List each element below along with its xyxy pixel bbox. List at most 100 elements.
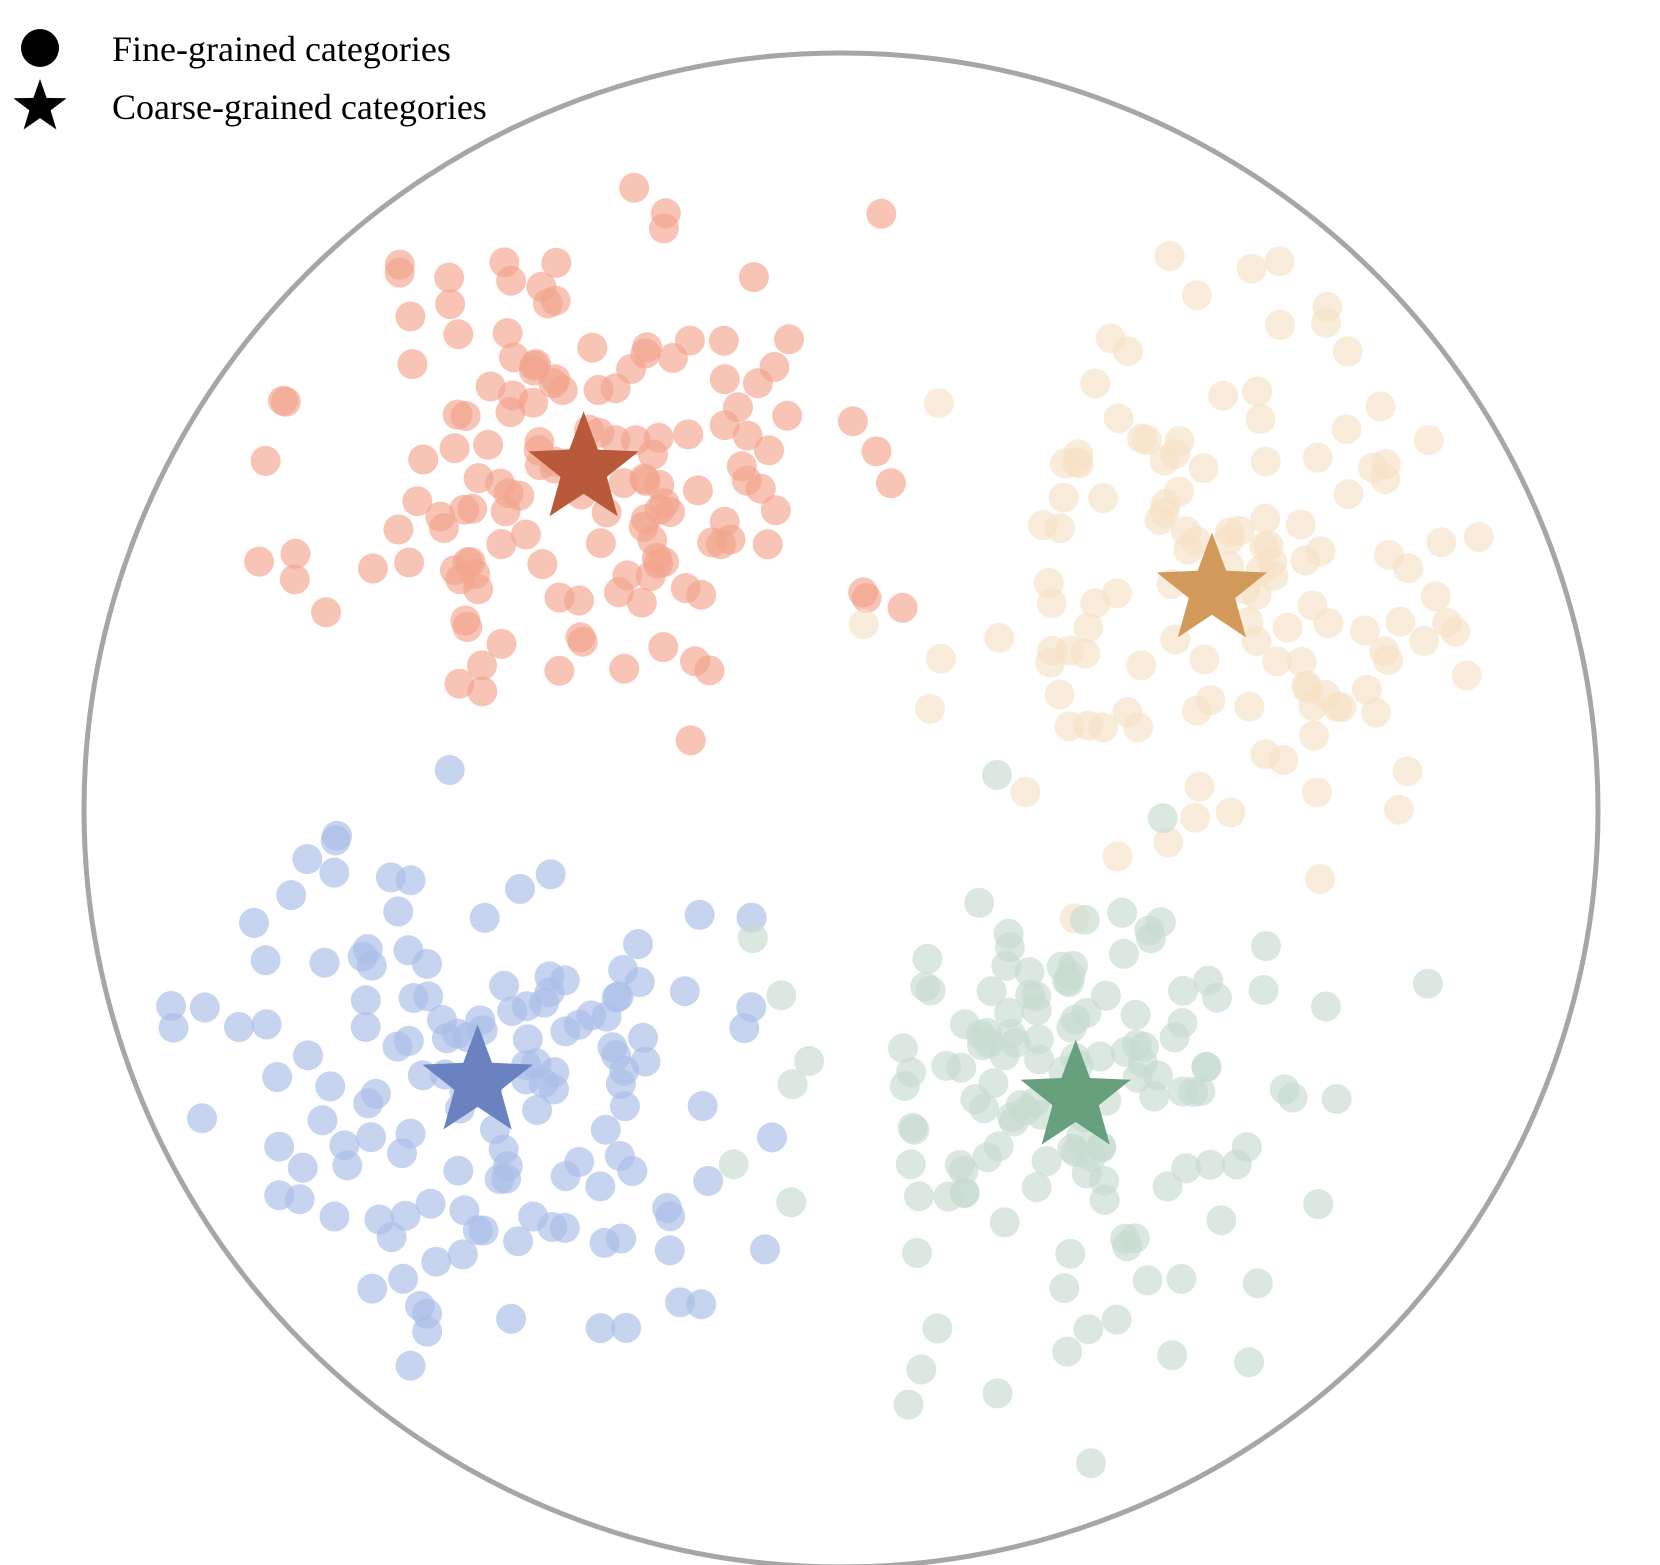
fine-grained-point bbox=[1333, 479, 1364, 510]
fine-grained-point bbox=[244, 546, 275, 577]
fine-grained-point bbox=[1195, 1149, 1226, 1180]
fine-grained-point bbox=[861, 436, 892, 467]
fine-grained-point bbox=[1290, 545, 1321, 576]
fine-grained-point bbox=[383, 514, 414, 545]
fine-grained-point bbox=[428, 513, 459, 543]
fine-grained-point bbox=[356, 1122, 387, 1153]
fine-grained-point bbox=[356, 950, 387, 981]
fine-grained-point bbox=[280, 538, 311, 569]
fine-grained-point bbox=[431, 1023, 462, 1054]
fine-grained-point bbox=[1153, 827, 1184, 858]
fine-grained-point bbox=[982, 760, 1012, 790]
fine-grained-point bbox=[457, 493, 488, 524]
fine-grained-point bbox=[608, 468, 639, 499]
fine-grained-point bbox=[609, 1091, 640, 1122]
fine-grained-point bbox=[600, 373, 631, 404]
fine-grained-point bbox=[1299, 720, 1330, 751]
fine-grained-point bbox=[1349, 615, 1380, 646]
fine-grained-point bbox=[1180, 802, 1211, 833]
fine-grained-point bbox=[628, 1022, 658, 1053]
fine-grained-point bbox=[1184, 771, 1215, 802]
fine-grained-point bbox=[603, 981, 634, 1012]
fine-grained-point bbox=[535, 859, 566, 890]
coarse-grained-star-4 bbox=[1020, 1039, 1131, 1145]
fine-grained-point bbox=[491, 1163, 522, 1194]
fine-grained-point bbox=[443, 1155, 474, 1186]
fine-grained-point bbox=[1139, 1081, 1170, 1112]
fine-grained-point bbox=[866, 198, 897, 229]
fine-grained-point bbox=[564, 1147, 595, 1177]
fine-grained-point bbox=[490, 496, 521, 527]
fine-grained-point bbox=[435, 289, 466, 320]
fine-grained-point bbox=[408, 444, 439, 475]
fine-grained-point bbox=[726, 451, 757, 482]
fine-grained-point bbox=[322, 820, 352, 851]
fine-grained-point bbox=[1440, 616, 1471, 647]
fine-grained-point bbox=[250, 445, 281, 476]
fine-grained-point bbox=[1265, 309, 1296, 340]
fine-grained-point bbox=[1420, 581, 1451, 612]
fine-grained-point bbox=[1126, 650, 1157, 681]
fine-grained-point bbox=[496, 265, 527, 296]
fine-grained-point bbox=[388, 1263, 419, 1294]
fine-grained-point bbox=[1147, 803, 1178, 834]
fine-grained-point bbox=[693, 1166, 724, 1196]
fine-grained-point bbox=[1107, 897, 1138, 928]
fine-grained-point bbox=[1171, 1153, 1202, 1184]
fine-grained-point bbox=[1157, 1340, 1188, 1371]
fine-grained-point bbox=[1120, 999, 1151, 1030]
fine-grained-point bbox=[994, 997, 1025, 1028]
fine-grained-point bbox=[1236, 253, 1267, 284]
fine-grained-point bbox=[1173, 534, 1204, 565]
fine-grained-point bbox=[875, 468, 906, 499]
fine-grained-point bbox=[1181, 695, 1212, 726]
fine-grained-point bbox=[777, 1069, 808, 1100]
fine-grained-point bbox=[623, 929, 653, 960]
fine-grained-point bbox=[887, 592, 918, 623]
fine-grained-point bbox=[1373, 645, 1404, 675]
fine-grained-point bbox=[510, 519, 541, 550]
fine-grained-point bbox=[912, 943, 943, 974]
fine-grained-point bbox=[1188, 453, 1219, 484]
fine-grained-point bbox=[468, 1215, 499, 1246]
fine-grained-point bbox=[1214, 517, 1245, 548]
fine-grained-point bbox=[496, 1303, 527, 1334]
fine-grained-point bbox=[1242, 376, 1273, 407]
fine-grained-point bbox=[1250, 446, 1281, 477]
legend: Fine-grained categories Coarse-grained c… bbox=[13, 29, 487, 130]
fine-grained-point bbox=[895, 1149, 926, 1180]
fine-grained-point bbox=[250, 945, 281, 976]
fine-grained-point bbox=[709, 364, 740, 395]
fine-grained-point bbox=[1302, 777, 1332, 808]
fine-grained-point bbox=[1049, 1273, 1080, 1304]
fine-grained-point bbox=[1321, 1084, 1352, 1114]
legend-label-fine: Fine-grained categories bbox=[112, 29, 451, 69]
fine-grained-point bbox=[1101, 1304, 1132, 1335]
fine-grained-point bbox=[684, 899, 715, 930]
fine-grained-point bbox=[675, 725, 706, 756]
legend-label-coarse: Coarse-grained categories bbox=[112, 87, 487, 127]
fine-grained-point bbox=[752, 529, 783, 560]
fine-grained-point bbox=[383, 896, 414, 927]
fine-grained-point bbox=[1384, 794, 1414, 825]
fine-grained-point bbox=[1326, 692, 1357, 723]
fine-grained-points bbox=[156, 172, 1494, 1479]
fine-grained-point bbox=[434, 755, 465, 785]
fine-grained-point bbox=[948, 1155, 979, 1186]
fine-grained-point bbox=[910, 971, 941, 1002]
coarse-grained-stars bbox=[422, 411, 1268, 1145]
fine-grained-point bbox=[1076, 1448, 1106, 1479]
fine-grained-point bbox=[395, 301, 426, 332]
fine-grained-point bbox=[268, 385, 298, 416]
fine-grained-point bbox=[534, 961, 565, 992]
fine-grained-point bbox=[644, 494, 675, 525]
fine-grained-point bbox=[715, 524, 746, 555]
fine-grained-point bbox=[650, 198, 681, 229]
fine-grained-point bbox=[603, 577, 634, 608]
fine-grained-point bbox=[708, 325, 739, 356]
fine-grained-point bbox=[619, 172, 650, 203]
fine-grained-point bbox=[906, 1354, 937, 1385]
fine-grained-point bbox=[1313, 608, 1344, 639]
fine-grained-point bbox=[1351, 674, 1382, 705]
fine-grained-point bbox=[1044, 679, 1075, 710]
